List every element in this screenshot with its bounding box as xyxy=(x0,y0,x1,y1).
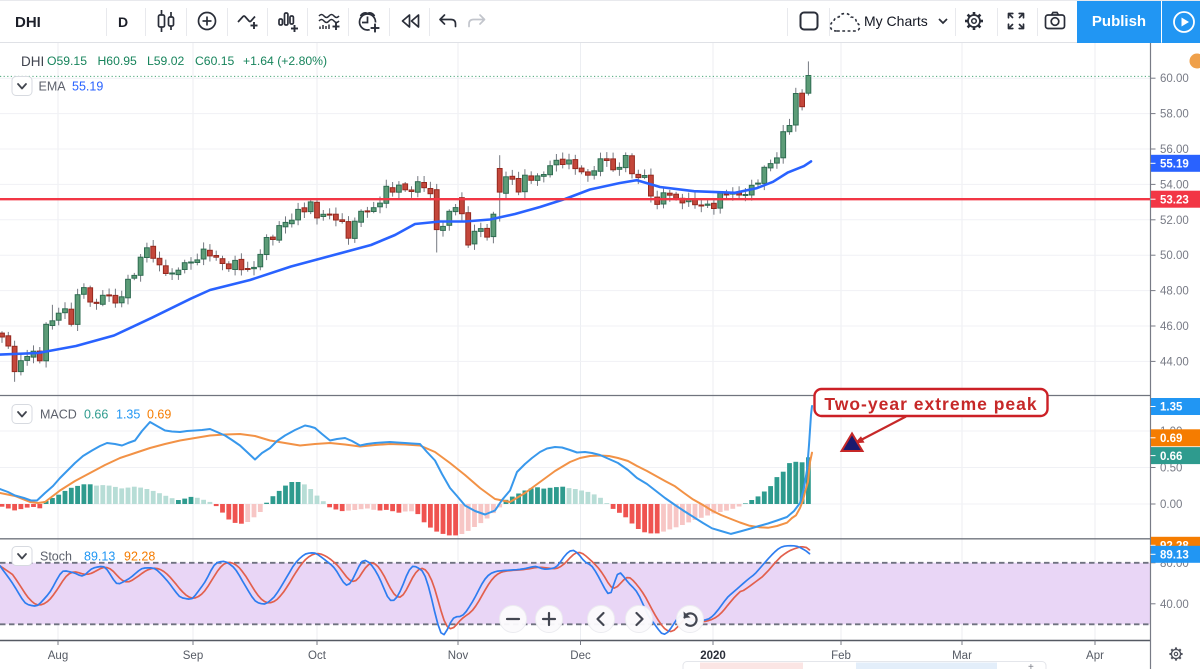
svg-text:0.69: 0.69 xyxy=(147,408,171,422)
svg-text:Feb: Feb xyxy=(831,650,851,662)
svg-text:EMA: EMA xyxy=(39,80,67,94)
svg-text:0.50: 0.50 xyxy=(1160,463,1182,475)
svg-text:Sep: Sep xyxy=(183,650,203,662)
svg-text:0.00: 0.00 xyxy=(1160,499,1182,511)
svg-text:Mar: Mar xyxy=(952,650,972,662)
svg-text:40.00: 40.00 xyxy=(1160,599,1189,611)
svg-text:46.00: 46.00 xyxy=(1160,321,1189,333)
svg-text:50.00: 50.00 xyxy=(1160,250,1189,262)
svg-text:56.00: 56.00 xyxy=(1160,144,1189,156)
svg-text:55.19: 55.19 xyxy=(72,80,103,94)
svg-text:58.00: 58.00 xyxy=(1160,109,1189,121)
svg-text:Oct: Oct xyxy=(308,650,327,662)
svg-text:+1.64 (+2.80%): +1.64 (+2.80%) xyxy=(243,54,327,68)
svg-text:O59.15: O59.15 xyxy=(47,54,87,68)
svg-text:89.13: 89.13 xyxy=(84,550,115,564)
svg-text:1.35: 1.35 xyxy=(116,408,140,422)
svg-text:0.66: 0.66 xyxy=(1160,451,1182,463)
svg-text:Nov: Nov xyxy=(448,650,469,662)
svg-text:Aug: Aug xyxy=(48,650,68,662)
svg-text:Apr: Apr xyxy=(1086,650,1104,662)
svg-text:89.13: 89.13 xyxy=(1160,550,1189,562)
svg-text:Dec: Dec xyxy=(570,650,591,662)
svg-text:92.28: 92.28 xyxy=(124,550,155,564)
svg-text:48.00: 48.00 xyxy=(1160,286,1189,298)
svg-text:Stoch: Stoch xyxy=(40,550,72,564)
svg-text:L59.02: L59.02 xyxy=(147,54,184,68)
svg-text:DHI: DHI xyxy=(21,54,44,69)
svg-text:C60.15: C60.15 xyxy=(195,54,235,68)
svg-text:53.23: 53.23 xyxy=(1160,194,1189,206)
svg-text:H60.95: H60.95 xyxy=(98,54,138,68)
svg-text:+: + xyxy=(1028,662,1034,669)
svg-text:0.66: 0.66 xyxy=(84,408,108,422)
svg-text:54.00: 54.00 xyxy=(1160,179,1189,191)
svg-text:0.69: 0.69 xyxy=(1160,433,1182,445)
svg-text:1.35: 1.35 xyxy=(1160,402,1183,414)
svg-text:55.19: 55.19 xyxy=(1160,159,1189,171)
svg-text:Two-year extreme peak: Two-year extreme peak xyxy=(824,394,1037,414)
svg-text:2020: 2020 xyxy=(700,650,726,662)
svg-text:MACD: MACD xyxy=(40,408,77,422)
svg-text:44.00: 44.00 xyxy=(1160,356,1189,368)
svg-text:52.00: 52.00 xyxy=(1160,215,1189,227)
svg-text:60.00: 60.00 xyxy=(1160,73,1189,85)
